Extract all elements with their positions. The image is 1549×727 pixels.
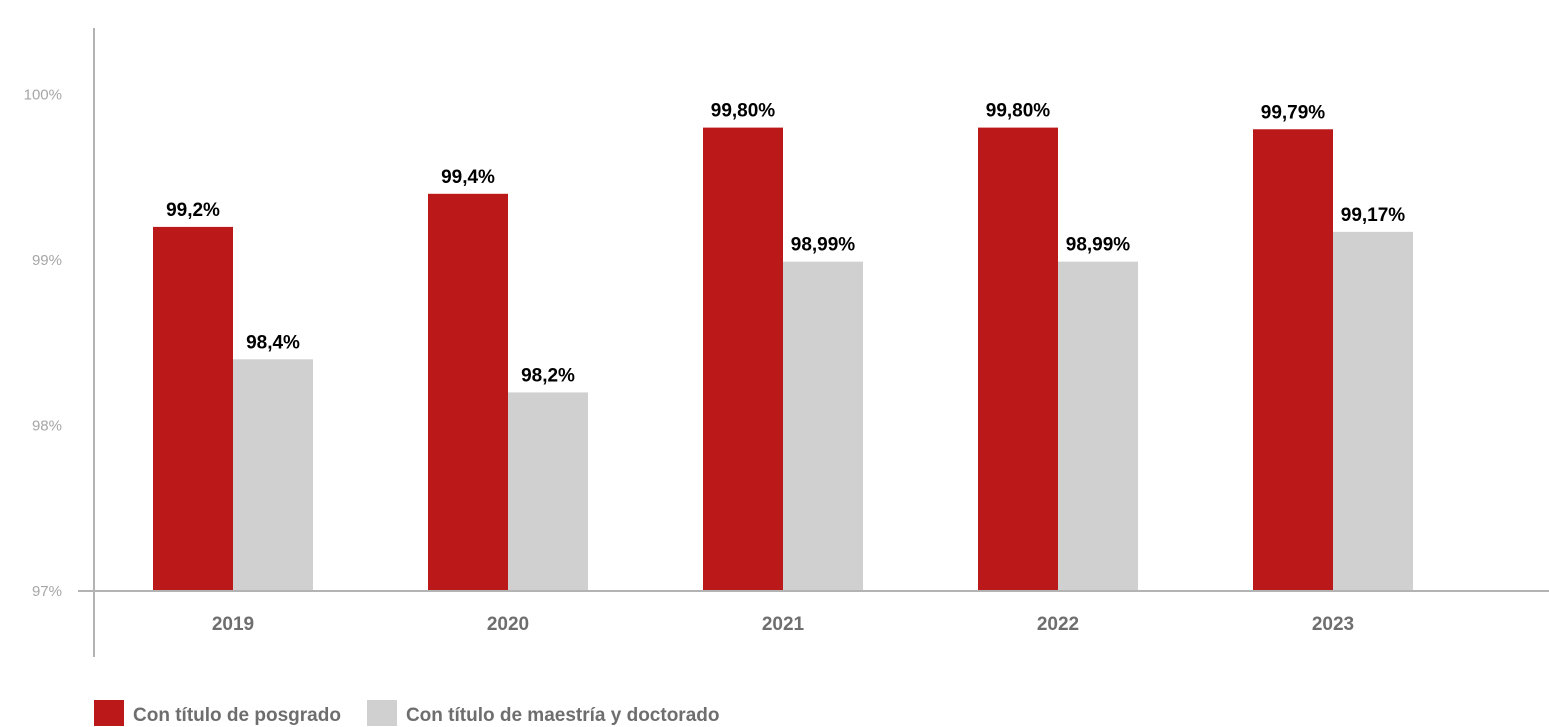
bars: [153, 127, 1413, 592]
legend-swatch-posgrado: [94, 700, 124, 726]
legend-swatch-maestria-doctorado: [366, 700, 397, 726]
x-tick-labels: 2019 2020 2021 2022 2023: [212, 614, 1354, 635]
x-tick-label: 2019: [212, 614, 254, 635]
legend-item-posgrado: Con título de posgrado: [94, 700, 341, 727]
y-tick-label: 99%: [32, 252, 62, 269]
x-tick-label: 2022: [1037, 614, 1079, 635]
bar-posgrado-2021: [703, 127, 783, 591]
data-label: 99,17%: [1341, 205, 1406, 226]
bar-posgrado-2020: [428, 193, 508, 592]
data-label: 99,2%: [166, 200, 220, 221]
data-label: 98,4%: [246, 332, 300, 353]
data-label: 99,79%: [1261, 102, 1326, 123]
legend-label-posgrado: Con título de posgrado: [133, 705, 341, 726]
bar-maestria-doctorado-2019: [233, 359, 313, 591]
data-labels: 99,2% 98,4% 99,4% 98,2% 99,80% 98,99% 99,80% 98…: [166, 101, 1405, 387]
bar-maestria-doctorado-2023: [1333, 231, 1413, 592]
bar-maestria-doctorado-2021: [783, 261, 863, 591]
legend-item-maestria-doctorado: Con título de maestría y doctorado: [366, 700, 720, 727]
bar-posgrado-2023: [1253, 129, 1333, 591]
bar-posgrado-2019: [153, 226, 233, 591]
data-label: 99,80%: [711, 101, 776, 122]
legend-label-maestria-doctorado: Con título de maestría y doctorado: [405, 705, 720, 726]
y-tick-label: 97%: [32, 583, 62, 600]
bar-maestria-doctorado-2022: [1058, 261, 1138, 591]
bar-maestria-doctorado-2020: [508, 392, 588, 591]
data-label: 98,99%: [1066, 235, 1131, 256]
data-label: 98,2%: [521, 365, 575, 386]
legend: Con título de posgrado Con título de mae…: [94, 700, 745, 726]
data-label: 99,80%: [986, 101, 1051, 122]
x-tick-label: 2023: [1312, 614, 1354, 635]
x-tick-label: 2021: [762, 614, 805, 635]
y-tick-labels: 100% 99% 98% 97%: [24, 87, 62, 601]
y-tick-label: 98%: [32, 418, 62, 435]
data-label: 99,4%: [441, 167, 495, 188]
y-tick-label: 100%: [24, 87, 62, 104]
x-tick-label: 2020: [487, 614, 529, 635]
bar-posgrado-2022: [978, 127, 1058, 591]
data-label: 98,99%: [791, 235, 856, 256]
